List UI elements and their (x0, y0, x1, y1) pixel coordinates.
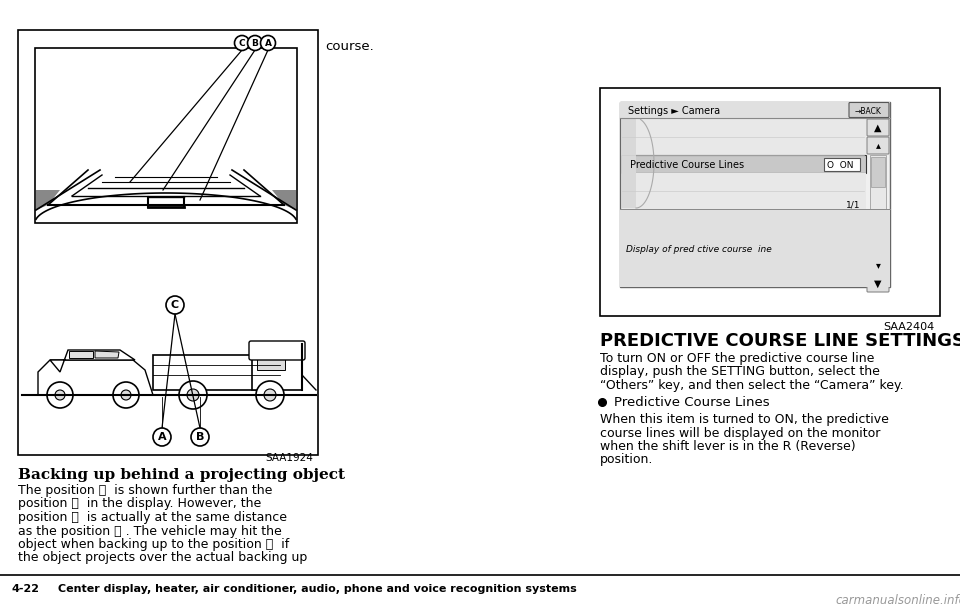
Text: B: B (252, 38, 258, 48)
Text: course lines will be displayed on the monitor: course lines will be displayed on the mo… (600, 426, 880, 439)
FancyBboxPatch shape (867, 137, 889, 154)
Circle shape (166, 296, 184, 314)
Text: PREDICTIVE COURSE LINE SETTINGS: PREDICTIVE COURSE LINE SETTINGS (600, 332, 960, 350)
Circle shape (55, 390, 65, 400)
Text: course.: course. (325, 40, 373, 53)
FancyBboxPatch shape (867, 119, 889, 136)
Text: When this item is turned to ON, the predictive: When this item is turned to ON, the pred… (600, 413, 889, 426)
FancyBboxPatch shape (249, 341, 305, 360)
Text: object when backing up to the position Ⓐ  if: object when backing up to the position Ⓐ… (18, 538, 289, 551)
Polygon shape (272, 190, 296, 210)
Text: “Others” key, and then select the “Camera” key.: “Others” key, and then select the “Camer… (600, 379, 903, 392)
Text: position Ⓒ  is actually at the same distance: position Ⓒ is actually at the same dista… (18, 511, 287, 524)
Circle shape (264, 389, 276, 401)
Circle shape (47, 382, 73, 408)
Bar (35, 48, 297, 223)
Text: display, push the SETTING button, select the: display, push the SETTING button, select… (600, 365, 880, 378)
Text: 1/1: 1/1 (846, 200, 860, 210)
Text: B: B (196, 432, 204, 442)
Bar (620, 102, 890, 287)
Polygon shape (69, 351, 93, 358)
Polygon shape (36, 190, 60, 210)
Bar (620, 102, 890, 118)
Text: position.: position. (600, 453, 654, 467)
Text: The position Ⓒ  is shown further than the: The position Ⓒ is shown further than the (18, 484, 273, 497)
Circle shape (153, 428, 171, 446)
Text: Predictive Course Lines: Predictive Course Lines (630, 160, 744, 170)
Circle shape (121, 390, 131, 400)
Circle shape (234, 35, 250, 51)
Text: ▴: ▴ (876, 141, 880, 150)
Bar (870, 155, 886, 257)
Bar (622, 191, 866, 209)
Text: C: C (239, 38, 246, 48)
Bar (622, 119, 866, 137)
Text: when the shift lever is in the R (Reverse): when the shift lever is in the R (Revers… (600, 440, 855, 453)
Text: Predictive Course Lines: Predictive Course Lines (614, 397, 770, 409)
Bar (871, 157, 885, 187)
Text: Display of pred ctive course  ine: Display of pred ctive course ine (626, 244, 772, 254)
Text: ▼: ▼ (875, 279, 881, 288)
Polygon shape (38, 360, 153, 395)
Circle shape (260, 35, 276, 51)
Text: Settings ► Camera: Settings ► Camera (628, 106, 720, 116)
Text: C: C (171, 300, 180, 310)
Bar (622, 155, 866, 173)
Polygon shape (622, 119, 636, 208)
Text: the object projects over the actual backing up: the object projects over the actual back… (18, 552, 307, 565)
Bar (18, 30, 318, 455)
Text: position Ⓑ  in the display. However, the: position Ⓑ in the display. However, the (18, 497, 261, 511)
Bar (824, 158, 860, 170)
Bar (252, 344, 302, 390)
Text: O  ON: O ON (827, 161, 853, 169)
Circle shape (113, 382, 139, 408)
Text: A: A (157, 432, 166, 442)
Bar (600, 88, 940, 316)
Polygon shape (95, 351, 119, 358)
Bar (620, 209, 890, 287)
Text: ▾: ▾ (876, 260, 880, 271)
Bar (622, 137, 866, 155)
Circle shape (179, 381, 207, 409)
FancyBboxPatch shape (867, 257, 889, 274)
Text: SAA2404: SAA2404 (884, 322, 935, 332)
Text: as the position Ⓐ . The vehicle may hit the: as the position Ⓐ . The vehicle may hit … (18, 524, 281, 538)
Circle shape (248, 35, 262, 51)
Text: SAA1924: SAA1924 (265, 453, 313, 463)
Polygon shape (50, 350, 135, 372)
Text: A: A (265, 38, 272, 48)
Text: Center display, heater, air conditioner, audio, phone and voice recognition syst: Center display, heater, air conditioner,… (58, 584, 577, 594)
Text: ▲: ▲ (875, 122, 881, 133)
Circle shape (187, 389, 199, 401)
Text: To turn ON or OFF the predictive course line: To turn ON or OFF the predictive course … (600, 352, 875, 365)
Circle shape (256, 381, 284, 409)
Text: →BACK: →BACK (854, 106, 881, 115)
FancyBboxPatch shape (849, 103, 889, 117)
Bar (257, 348, 285, 370)
FancyBboxPatch shape (867, 275, 889, 292)
Bar (153, 355, 280, 390)
Text: carmanualsonline.info: carmanualsonline.info (835, 593, 960, 607)
Circle shape (191, 428, 209, 446)
Text: Backing up behind a projecting object: Backing up behind a projecting object (18, 468, 345, 482)
Bar (622, 173, 866, 191)
Text: 4-22: 4-22 (12, 584, 40, 594)
